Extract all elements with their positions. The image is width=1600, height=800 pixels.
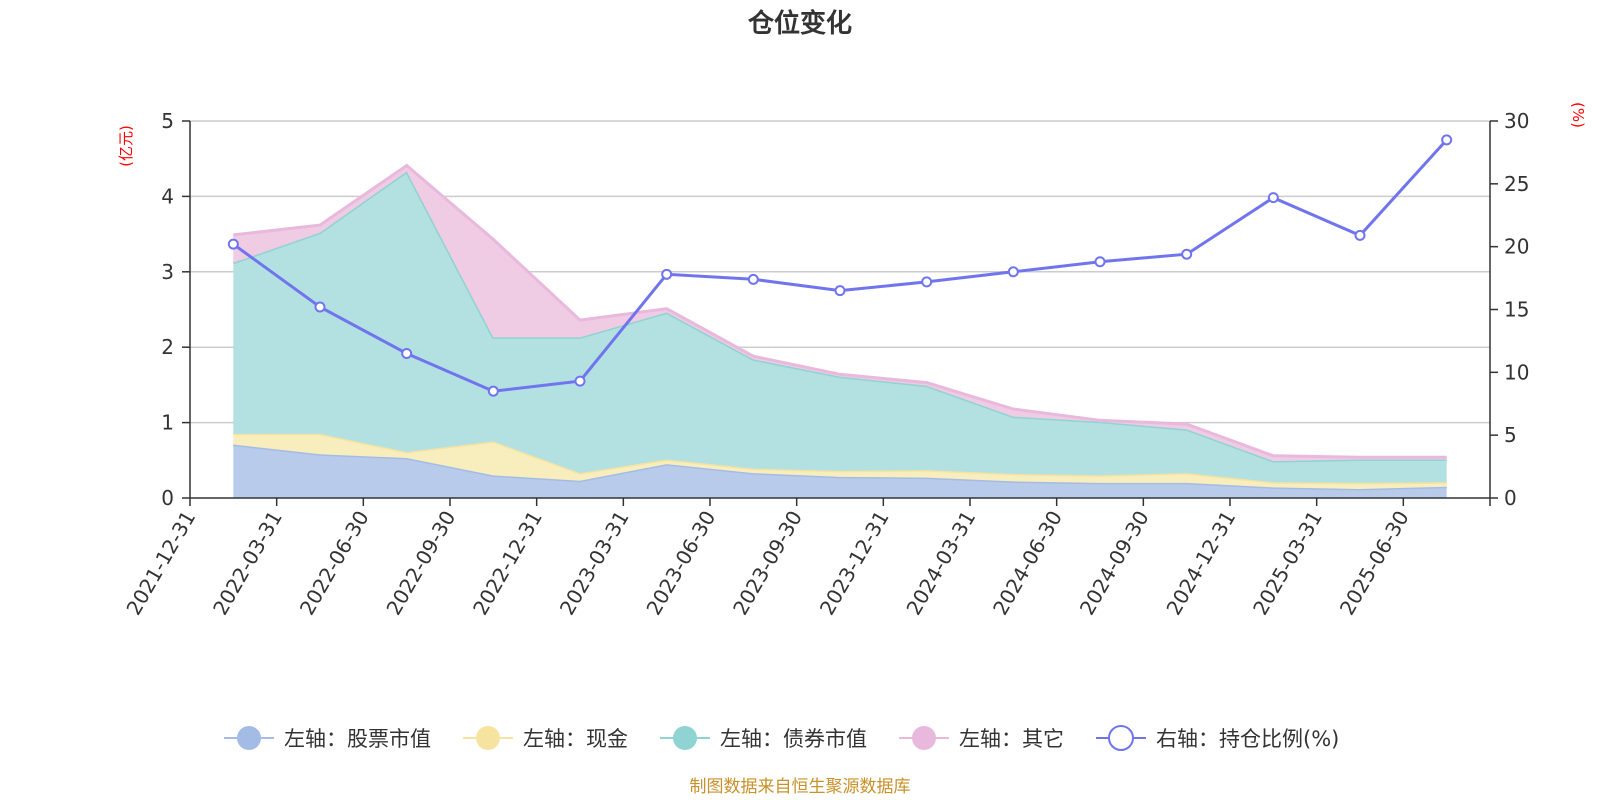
right-axis-tick-label: 25: [1504, 172, 1529, 196]
legend-item-4: 左轴：其它: [899, 726, 1064, 751]
right-axis-tick-label: 20: [1504, 235, 1529, 259]
ratio-point: [1181, 248, 1193, 260]
x-axis-tick-label: 2025-03-31: [1248, 507, 1327, 620]
area-series-3: [233, 171, 1447, 483]
x-axis-tick-label: 2024-09-30: [1075, 507, 1154, 620]
ratio-point: [574, 375, 586, 387]
ratio-point: [1267, 192, 1279, 204]
ratio-point: [1441, 134, 1453, 146]
right-axis-tick-label: 5: [1504, 423, 1517, 447]
legend-item-3: 左轴：债券市值: [660, 726, 867, 751]
ratio-point: [487, 385, 499, 397]
x-axis-tick-label: 2024-12-31: [1161, 507, 1240, 620]
x-axis-tick-label: 2023-12-31: [815, 507, 894, 620]
x-axis-tick-label: 2023-03-31: [555, 507, 634, 620]
chart-title: 仓位变化: [747, 8, 852, 39]
legend-label: 左轴：债券市值: [720, 727, 867, 751]
left-axis-tick-label: 5: [161, 109, 174, 133]
right-axis-tick-label: 0: [1504, 486, 1517, 510]
legend-item-1: 左轴：股票市值: [224, 726, 431, 751]
x-axis-tick-label: 2022-03-31: [208, 507, 287, 620]
x-axis-tick-label: 2022-06-30: [295, 507, 374, 620]
x-axis-tick-label: 2024-03-31: [901, 507, 980, 620]
x-axis-tick-label: 2022-09-30: [381, 507, 460, 620]
x-axis-tick-label: 2024-06-30: [988, 507, 1067, 620]
left-axis-tick-label: 4: [161, 184, 174, 208]
legend-swatch-marker: [1108, 725, 1134, 751]
area-series-edge-4: [233, 163, 1447, 459]
right-axis-tick-label: 30: [1504, 109, 1529, 133]
left-axis-unit: (亿元): [117, 125, 135, 167]
legend-item-2: 左轴：现金: [463, 726, 628, 751]
ratio-point: [314, 301, 326, 313]
ratio-point: [227, 238, 239, 250]
right-axis-tick-label: 10: [1504, 360, 1529, 384]
left-axis-tick-label: 0: [161, 486, 174, 510]
left-axis-tick-label: 1: [161, 411, 174, 435]
ratio-point: [921, 276, 933, 288]
x-axis-tick-label: 2023-06-30: [641, 507, 720, 620]
ratio-point: [401, 347, 413, 359]
legend-swatch-marker: [912, 726, 936, 750]
ratio-point: [661, 268, 673, 280]
right-axis-unit: (%): [1569, 102, 1587, 128]
x-axis-tick-label: 2022-12-31: [468, 507, 547, 620]
legend-label: 左轴：股票市值: [284, 727, 431, 751]
legend-label: 左轴：现金: [523, 727, 628, 751]
area-layer: [232, 163, 1447, 498]
x-axis-tick-label: 2021-12-31: [121, 507, 200, 620]
left-axis-tick-label: 3: [161, 260, 174, 284]
x-axis-tick-label: 2023-09-30: [728, 507, 807, 620]
legend-label: 右轴：持仓比例(%): [1156, 727, 1339, 751]
left-axis-tick-label: 2: [161, 335, 174, 359]
legend-swatch-marker: [476, 726, 500, 750]
ratio-point: [1354, 229, 1366, 241]
ratio-point: [747, 273, 759, 285]
area-series-1: [233, 444, 1447, 498]
x-axis-tick-label: 2025-06-30: [1335, 507, 1414, 620]
legend-item-5: 右轴：持仓比例(%): [1096, 725, 1339, 751]
legend-swatch-marker: [673, 726, 697, 750]
right-axis-tick-label: 15: [1504, 298, 1529, 322]
ratio-point: [1007, 266, 1019, 278]
ratio-point: [834, 285, 846, 297]
legend: 左轴：股票市值 左轴：现金 左轴：债券市值 左轴：其它 右轴：持仓比例(%): [224, 725, 1339, 751]
line-layer: [227, 134, 1453, 397]
source-footnote: 制图数据来自恒生聚源数据库: [690, 777, 911, 797]
legend-label: 左轴：其它: [959, 727, 1064, 751]
legend-swatch-marker: [237, 726, 261, 750]
ratio-point: [1094, 256, 1106, 268]
